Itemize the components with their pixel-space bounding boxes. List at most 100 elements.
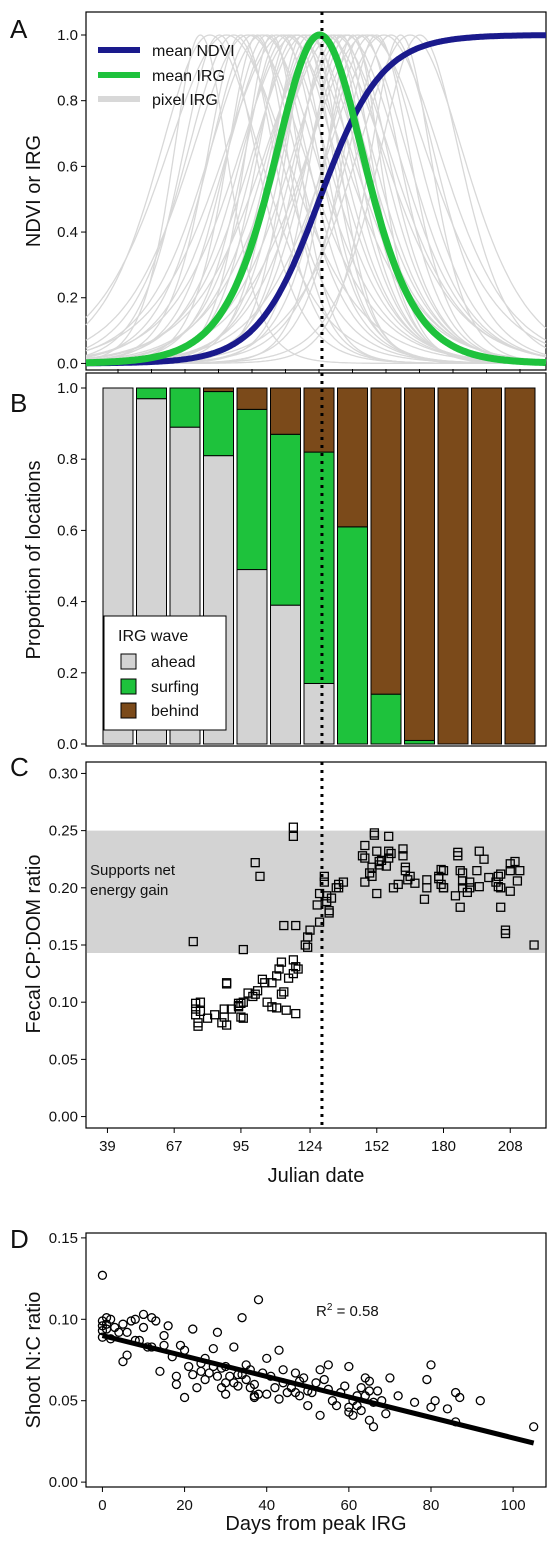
data-point xyxy=(200,1374,210,1385)
y-tick-label: 1.0 xyxy=(57,380,78,397)
data-point xyxy=(322,891,332,901)
y-tick-label: 0.2 xyxy=(57,290,78,307)
data-point xyxy=(272,971,282,981)
data-point xyxy=(372,846,382,856)
panel-d: D R2 = 0.58 0.00 0.05 0.10 0.15 0 20 40 60 80 10… xyxy=(10,1224,547,1535)
data-point xyxy=(410,878,420,888)
legend-label-surfing: surfing xyxy=(151,679,199,696)
data-point xyxy=(367,871,377,882)
data-point xyxy=(236,998,246,1008)
data-point xyxy=(188,1370,198,1380)
data-point xyxy=(529,1422,539,1432)
data-point xyxy=(360,840,370,851)
data-point xyxy=(398,844,408,854)
legend-label-behind: behind xyxy=(151,703,199,720)
data-point xyxy=(171,1371,182,1381)
x-tick-label: 100 xyxy=(501,1497,526,1514)
data-point xyxy=(276,989,287,999)
data-point xyxy=(267,978,277,988)
data-point xyxy=(356,1405,366,1416)
legend-swatch-ahead xyxy=(120,653,137,670)
data-point xyxy=(493,871,503,882)
data-point xyxy=(255,871,265,882)
panel-c-x-axis-label: Julian date xyxy=(268,1165,365,1187)
data-point xyxy=(118,1319,128,1329)
data-point xyxy=(474,882,484,892)
data-point xyxy=(515,866,525,876)
data-point xyxy=(384,846,394,856)
panel-a-y-axis-label: NDVI or IRG xyxy=(23,135,45,247)
mean-irg-line xyxy=(86,31,547,367)
data-point xyxy=(122,1327,132,1337)
bar-segment-surfing xyxy=(370,693,402,745)
data-point xyxy=(340,1381,350,1391)
panel-b-y-axis-label: Proportion of locations xyxy=(23,460,45,659)
data-point xyxy=(126,1316,136,1326)
data-point xyxy=(474,846,484,856)
band-label-line-2: energy gain xyxy=(90,882,168,899)
data-point xyxy=(238,1013,248,1023)
y-tick-label: 0.15 xyxy=(49,937,78,954)
data-point xyxy=(236,1012,246,1022)
bar-segment-behind xyxy=(471,387,502,745)
data-point xyxy=(393,1391,403,1401)
data-point xyxy=(319,877,329,887)
x-tick-label: 80 xyxy=(423,1497,440,1514)
bar-segment-surfing xyxy=(337,526,368,745)
data-point xyxy=(210,1010,220,1020)
data-point xyxy=(426,1402,436,1412)
data-point xyxy=(248,991,258,1002)
panel-c-y-axis-label: Fecal CP:DOM ratio xyxy=(23,855,45,1034)
data-point xyxy=(405,871,415,882)
data-point xyxy=(344,1361,354,1372)
data-point xyxy=(229,1342,239,1352)
data-point xyxy=(326,893,337,903)
data-point xyxy=(260,978,270,988)
data-point xyxy=(419,894,430,904)
y-tick-label: 0.2 xyxy=(57,665,78,682)
data-point xyxy=(288,831,299,841)
data-point xyxy=(219,1004,229,1014)
data-point xyxy=(193,1021,203,1031)
x-tick-label: 180 xyxy=(431,1138,456,1155)
data-point xyxy=(529,940,539,950)
panel-b-legend: IRG wave ahead surfing behind xyxy=(103,615,227,731)
pixel-irg-curves xyxy=(85,34,547,365)
data-point xyxy=(97,1270,108,1280)
data-point xyxy=(279,920,289,931)
bar-segment-surfing xyxy=(203,391,234,457)
data-point xyxy=(303,942,313,952)
data-point xyxy=(252,986,263,996)
data-point xyxy=(368,1422,379,1432)
data-point xyxy=(360,877,370,887)
data-point xyxy=(101,1313,112,1323)
data-point xyxy=(299,1373,309,1383)
data-point xyxy=(294,1391,305,1401)
bar-segment-behind xyxy=(504,387,536,745)
y-tick-label: 0.4 xyxy=(57,224,78,241)
data-point xyxy=(190,1004,201,1014)
data-point xyxy=(105,1314,116,1324)
band-label-line-1: Supports net xyxy=(90,862,176,879)
data-point xyxy=(453,847,463,858)
x-tick-label: 208 xyxy=(498,1138,523,1155)
data-point xyxy=(253,1295,264,1305)
data-point xyxy=(274,1345,284,1355)
data-point xyxy=(455,866,465,876)
bar-segment-surfing xyxy=(136,387,167,400)
data-point xyxy=(249,1391,260,1401)
data-point xyxy=(249,1379,260,1390)
legend-title: IRG wave xyxy=(118,628,188,645)
fecal-ratio-points xyxy=(188,822,539,1031)
legend-label-mean-irg: mean IRG xyxy=(152,68,225,85)
data-point xyxy=(357,851,368,861)
data-point xyxy=(376,855,387,866)
x-tick-label: 95 xyxy=(233,1138,250,1155)
data-point xyxy=(472,866,482,876)
r2-superscript: 2 xyxy=(327,1302,333,1313)
data-point xyxy=(130,1314,140,1324)
y-tick-label: 1.0 xyxy=(57,27,78,44)
data-point xyxy=(272,1003,282,1013)
data-point xyxy=(400,866,411,876)
data-point xyxy=(319,871,329,882)
